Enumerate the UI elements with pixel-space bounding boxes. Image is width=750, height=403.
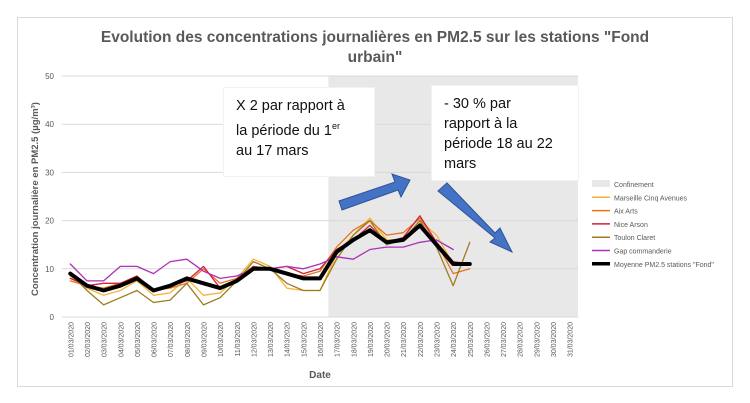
y-tick-label: 40	[45, 120, 54, 129]
callout-line: X 2 par rapport à	[236, 98, 345, 114]
y-tick-label: 20	[45, 217, 54, 226]
y-tick-label: 50	[45, 72, 54, 81]
x-tick-label: 24/03/2020	[451, 322, 458, 357]
x-tick-label: 21/03/2020	[401, 322, 408, 357]
x-axis-ticks: 01/03/2020 02/03/2020 03/03/2020 04/03/2020…	[68, 322, 574, 357]
y-axis-label: Concentration journalière en PM2.5 (µg/m…	[30, 102, 41, 296]
x-tick-label: 14/03/2020	[285, 322, 292, 357]
x-tick-label: 28/03/2020	[518, 322, 525, 357]
chart-title-line: Evolution des concentrations journalière…	[101, 29, 649, 46]
x-tick-label: 18/03/2020	[351, 322, 358, 357]
callout-line: rapport à la	[444, 116, 518, 132]
legend-label: Confinement	[614, 182, 654, 189]
x-tick-label: 23/03/2020	[435, 322, 442, 357]
callout-line: au 17 mars	[236, 142, 309, 159]
x-tick-label: 13/03/2020	[268, 322, 275, 357]
x-tick-label: 07/03/2020	[168, 322, 175, 357]
x-tick-label: 09/03/2020	[201, 322, 208, 357]
x-tick-label: 04/03/2020	[118, 322, 125, 357]
x-tick-label: 01/03/2020	[68, 322, 75, 357]
y-axis-ticks: 0 10 20 30 40 50	[45, 72, 54, 322]
x-tick-label: 08/03/2020	[185, 322, 192, 357]
up-arrow-annotation	[338, 173, 411, 211]
arrows	[338, 173, 514, 254]
x-tick-label: 12/03/2020	[251, 322, 258, 357]
annotation-callout-doubling: X 2 par rapport à la période du 1er au 1…	[224, 88, 374, 176]
x-tick-label: 27/03/2020	[501, 322, 508, 357]
y-tick-label: 30	[45, 168, 54, 177]
annotation-callout-decrease: - 30 % par rapport à la période 18 au 22…	[432, 86, 578, 180]
x-tick-label: 17/03/2020	[335, 322, 342, 357]
legend-label: Marseille Cinq Avenues	[614, 195, 688, 202]
x-tick-label: 26/03/2020	[484, 322, 491, 357]
chart-title: Evolution des concentrations journalière…	[101, 29, 649, 66]
x-tick-label: 19/03/2020	[368, 322, 375, 357]
x-tick-label: 20/03/2020	[385, 322, 392, 357]
legend: Confinement Marseille Cinq Avenues Aix Art…	[592, 180, 714, 269]
x-tick-label: 25/03/2020	[468, 322, 475, 357]
x-tick-label: 10/03/2020	[218, 322, 225, 357]
chart-title-line: urbain"	[348, 49, 403, 66]
series-lines	[68, 215, 472, 306]
y-tick-label: 10	[45, 265, 54, 274]
callout-line: mars	[444, 156, 477, 172]
legend-swatch	[592, 180, 610, 187]
down-arrow-annotation	[437, 182, 514, 254]
x-tick-label: 11/03/2020	[235, 322, 242, 357]
legend-label: Gap commanderie	[614, 249, 672, 256]
x-tick-label: 03/03/2020	[102, 322, 109, 357]
callout-line: la période du 1er	[236, 121, 340, 139]
callout-line: - 30 % par	[444, 96, 511, 112]
legend-label: Moyenne PM2.5 stations "Fond"	[614, 262, 714, 269]
x-tick-label: 16/03/2020	[318, 322, 325, 357]
x-tick-label: 02/03/2020	[85, 322, 92, 357]
x-tick-label: 29/03/2020	[534, 322, 541, 357]
legend-label: Toulon Claret	[614, 235, 655, 242]
series-line	[68, 223, 472, 293]
x-tick-label: 15/03/2020	[301, 322, 308, 357]
y-tick-label: 0	[50, 313, 55, 322]
callout-line: période 18 au 22	[444, 136, 553, 152]
x-axis-label: Date	[309, 370, 331, 381]
x-tick-label: 22/03/2020	[418, 322, 425, 357]
x-tick-label: 06/03/2020	[152, 322, 159, 357]
x-tick-label: 05/03/2020	[135, 322, 142, 357]
legend-label: Aix Arts	[614, 209, 638, 216]
legend-label: Nice Arson	[614, 222, 648, 229]
x-tick-label: 31/03/2020	[568, 322, 575, 357]
x-tick-label: 30/03/2020	[551, 322, 558, 357]
